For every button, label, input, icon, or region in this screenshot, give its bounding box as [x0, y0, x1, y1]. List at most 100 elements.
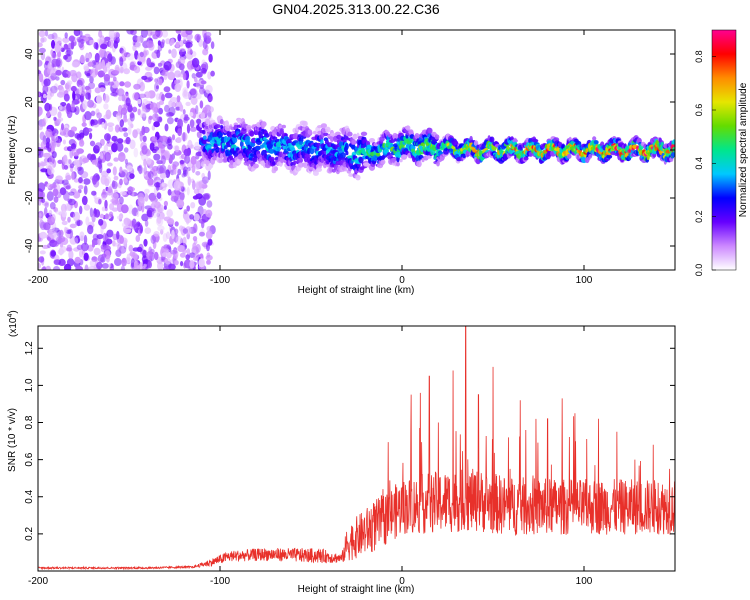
heatmap-cell	[182, 249, 187, 254]
heatmap-cell	[150, 31, 158, 36]
heatmap-cell	[57, 235, 66, 243]
heatmap-cell	[129, 173, 135, 180]
heatmap-cell	[107, 125, 114, 132]
heatmap-cell	[53, 241, 59, 247]
heatmap-cell	[73, 159, 80, 166]
heatmap-cell	[166, 209, 173, 218]
heatmap-cell	[86, 128, 93, 132]
heatmap-cell	[160, 145, 165, 154]
heatmap-cell	[44, 115, 48, 123]
snr-scale-close: )	[8, 310, 19, 313]
snr-ytick-label: 0.4	[24, 489, 35, 503]
heatmap-cell	[186, 123, 191, 134]
heatmap-cell	[176, 199, 185, 208]
heatmap-cell	[54, 133, 59, 142]
heatmap-cell	[204, 31, 212, 38]
heatmap-cell	[148, 115, 153, 121]
heatmap-cell	[304, 154, 311, 158]
heatmap-cell	[368, 138, 376, 143]
heatmap-cell	[68, 35, 75, 42]
heatmap-cell	[320, 123, 327, 129]
heatmap-cell	[200, 80, 207, 85]
heatmap-cell	[66, 232, 70, 239]
heatmap-cell	[152, 113, 159, 122]
heatmap-cell	[55, 210, 62, 215]
heatmap-cell	[47, 147, 52, 152]
snr-marks	[38, 326, 675, 571]
heatmap-cell	[127, 105, 133, 113]
heatmap-cell	[97, 70, 106, 78]
heatmap-cell	[56, 118, 62, 124]
heatmap-cell	[40, 162, 47, 167]
heatmap-cell	[40, 51, 46, 61]
heatmap-cell	[42, 36, 47, 43]
heatmap-cell	[107, 53, 113, 62]
heatmap-cell	[90, 110, 96, 117]
heatmap-cell	[179, 191, 185, 202]
heatmap-cell	[182, 36, 187, 44]
heatmap-cell	[51, 58, 59, 67]
heatmap-cell	[151, 125, 156, 131]
heatmap-cell	[39, 219, 45, 229]
heatmap-cell	[163, 265, 170, 270]
heatmap-cell	[120, 107, 128, 115]
heatmap-cell	[88, 82, 95, 90]
heatmap-cell	[113, 40, 119, 49]
heatmap-cell	[192, 180, 196, 190]
heatmap-cell	[174, 145, 180, 153]
heatmap-cell	[101, 206, 106, 212]
heatmap-cell	[360, 143, 366, 150]
heatmap-cell	[298, 141, 304, 145]
heatmap-cell	[172, 164, 177, 171]
heatmap-cell	[184, 114, 189, 119]
heatmap-cell	[69, 223, 77, 229]
heatmap-cell	[100, 244, 107, 250]
heatmap-cell	[189, 119, 195, 128]
heatmap-cell	[588, 153, 593, 159]
heatmap-cell	[163, 248, 170, 254]
heatmap-cell	[183, 148, 190, 156]
heatmap-cell	[143, 171, 147, 177]
heatmap-cell	[62, 73, 69, 78]
heatmap-cell	[144, 227, 152, 235]
heatmap-cell	[86, 72, 91, 78]
heatmap-cell	[68, 159, 72, 165]
heatmap-cell	[167, 138, 172, 144]
heatmap-cell	[106, 168, 111, 174]
heatmap-cell	[41, 197, 46, 203]
heatmap-cell	[39, 131, 45, 141]
heatmap-cell	[98, 198, 102, 205]
heatmap-cell	[592, 136, 597, 141]
heatmap-cell	[83, 234, 88, 245]
heatmap-cell	[531, 138, 539, 143]
heatmap-cell	[113, 31, 120, 38]
heatmap-cell	[129, 251, 136, 257]
heatmap-cell	[273, 166, 278, 171]
heatmap-cell	[163, 200, 168, 207]
heatmap-cell	[104, 199, 108, 209]
heatmap-cell	[146, 57, 152, 67]
heatmap-cell	[140, 108, 147, 118]
heatmap-cell	[161, 69, 169, 77]
heatmap-cell	[38, 262, 41, 269]
heatmap-cell	[101, 263, 110, 269]
heatmap-cell	[81, 195, 88, 206]
heatmap-cell	[396, 161, 400, 167]
heatmap-cell	[147, 178, 154, 186]
heatmap-cell	[219, 119, 224, 125]
heatmap-cell	[175, 30, 182, 34]
heatmap-cell	[161, 252, 168, 258]
heatmap-cell	[51, 39, 56, 49]
heatmap-cell	[215, 147, 221, 154]
heatmap-cell	[156, 165, 164, 175]
heatmap-cell	[70, 40, 75, 50]
heatmap-cell	[85, 57, 90, 63]
heatmap-cell	[75, 265, 83, 270]
heatmap-cell	[119, 178, 123, 186]
heatmap-cell	[147, 76, 154, 82]
heatmap-cell	[79, 54, 86, 64]
heatmap-cell	[194, 141, 200, 150]
heatmap-cell	[88, 39, 95, 45]
heatmap-cell	[119, 119, 125, 128]
heatmap-cell	[473, 140, 479, 147]
